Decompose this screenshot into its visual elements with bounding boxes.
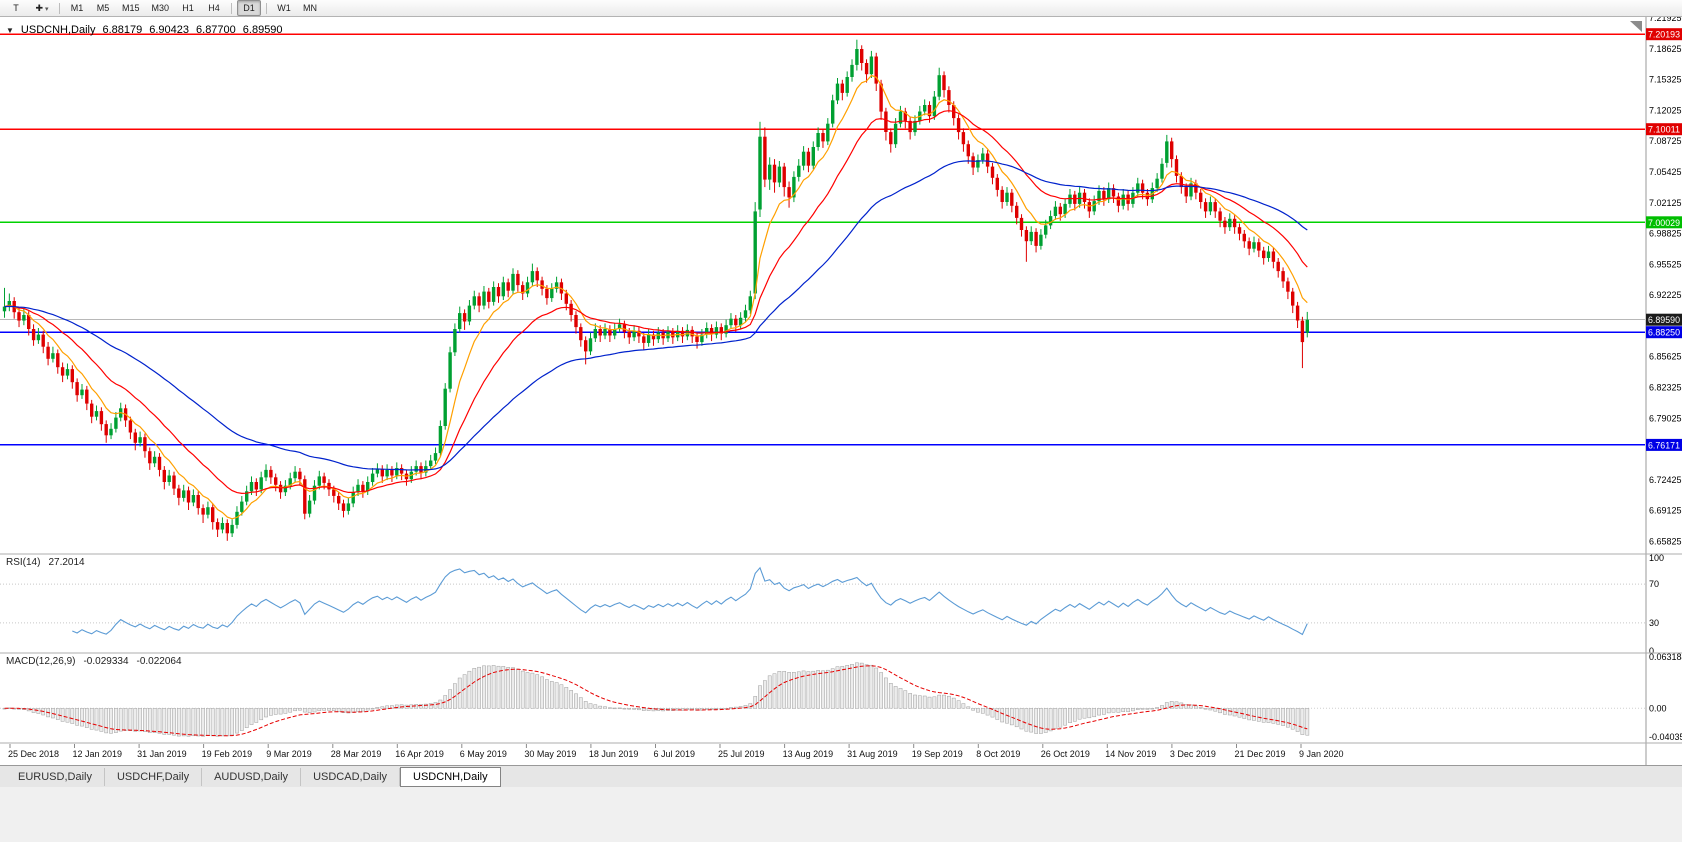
svg-text:6.88250: 6.88250 <box>1648 328 1680 338</box>
round-level-line-badge <box>1646 216 1682 229</box>
svg-text:6.89590: 6.89590 <box>1648 315 1680 325</box>
svg-text:18 Jun 2019: 18 Jun 2019 <box>589 749 639 759</box>
svg-text:9 Jan 2020: 9 Jan 2020 <box>1299 749 1344 759</box>
svg-text:7.10011: 7.10011 <box>1648 125 1680 135</box>
svg-text:13 Aug 2019: 13 Aug 2019 <box>783 749 834 759</box>
svg-text:6.65825: 6.65825 <box>1649 537 1682 547</box>
svg-text:25 Dec 2018: 25 Dec 2018 <box>8 749 59 759</box>
svg-text:7.21925: 7.21925 <box>1649 17 1682 23</box>
svg-text:16 Apr 2019: 16 Apr 2019 <box>395 749 444 759</box>
svg-text:7.02125: 7.02125 <box>1649 198 1682 208</box>
svg-text:0.063184: 0.063184 <box>1649 652 1682 662</box>
chart-dropdown-icon[interactable]: ▼ <box>6 25 14 35</box>
resistance-line-2-badge <box>1646 123 1682 136</box>
cursor-tool-dropdown[interactable]: ✚ ▾ <box>30 0 54 16</box>
resistance-line-1-badge <box>1646 28 1682 41</box>
macd-signal-line <box>4 665 1308 737</box>
svg-text:26 Oct 2019: 26 Oct 2019 <box>1041 749 1090 759</box>
svg-text:8 Oct 2019: 8 Oct 2019 <box>976 749 1020 759</box>
svg-text:31 Aug 2019: 31 Aug 2019 <box>847 749 898 759</box>
svg-text:6.85625: 6.85625 <box>1649 352 1682 362</box>
svg-text:21 Dec 2019: 21 Dec 2019 <box>1235 749 1286 759</box>
svg-text:7.12025: 7.12025 <box>1649 105 1682 115</box>
timeframe-w1-button[interactable]: W1 <box>277 3 291 13</box>
pointer-tool-button[interactable]: T <box>13 3 19 13</box>
svg-text:28 Mar 2019: 28 Mar 2019 <box>331 749 382 759</box>
ma-slow-line <box>4 160 1308 471</box>
chart-shift-marker <box>1630 21 1642 32</box>
chart-canvas[interactable]: 100 70 30 00.063184 0.00 -0.040355 7.21925 7.18… <box>0 17 1682 765</box>
svg-text:25 Jul 2019: 25 Jul 2019 <box>718 749 765 759</box>
price-axis: 7.21925 7.18625 7.15325 7.12025 7.08725 7.054… <box>1630 17 1682 765</box>
chart-tab-bar: EURUSD,Daily USDCHF,Daily AUDUSD,Daily U… <box>0 765 1682 787</box>
timeframe-m15-button[interactable]: M15 <box>122 3 140 13</box>
current-price-line-badge <box>1646 313 1682 326</box>
timeframe-m30-button[interactable]: M30 <box>151 3 170 13</box>
svg-text:7.05425: 7.05425 <box>1649 167 1682 177</box>
timeframe-h1-button[interactable]: H1 <box>182 3 194 13</box>
svg-text:6.76171: 6.76171 <box>1648 440 1680 450</box>
svg-text:14 Nov 2019: 14 Nov 2019 <box>1105 749 1156 759</box>
tab-usdchf-daily[interactable]: USDCHF,Daily <box>105 767 203 786</box>
toolbar-separator <box>231 2 233 14</box>
svg-text:3 Dec 2019: 3 Dec 2019 <box>1170 749 1216 759</box>
rsi-panel: 100 70 30 0 <box>0 553 1664 656</box>
crosshair-icon: ✚ <box>35 3 44 13</box>
svg-text:6.92225: 6.92225 <box>1649 290 1682 300</box>
svg-text:6.95525: 6.95525 <box>1649 259 1682 269</box>
svg-text:0.00: 0.00 <box>1649 703 1667 713</box>
svg-text:6.69125: 6.69125 <box>1649 506 1682 516</box>
svg-text:6.98825: 6.98825 <box>1649 229 1682 239</box>
svg-text:7.18625: 7.18625 <box>1649 44 1682 54</box>
svg-text:6.82325: 6.82325 <box>1649 383 1682 393</box>
svg-text:19 Sep 2019: 19 Sep 2019 <box>912 749 963 759</box>
svg-text:6 May 2019: 6 May 2019 <box>460 749 507 759</box>
macd-panel: 0.063184 0.00 -0.040355 <box>0 652 1682 742</box>
svg-text:7.08725: 7.08725 <box>1649 136 1682 146</box>
svg-text:6.72425: 6.72425 <box>1649 475 1682 485</box>
horizontal-lines-layer[interactable] <box>0 33 1645 446</box>
svg-text:6 Jul 2019: 6 Jul 2019 <box>654 749 696 759</box>
svg-text:-0.040355: -0.040355 <box>1649 732 1682 742</box>
timeframe-m5-button[interactable]: M5 <box>96 3 110 13</box>
chevron-down-icon: ▾ <box>45 6 49 13</box>
support-line-1-badge <box>1646 326 1682 339</box>
timeframe-mn-button[interactable]: MN <box>303 3 318 13</box>
status-area <box>0 787 1682 842</box>
svg-text:6.79025: 6.79025 <box>1649 413 1682 423</box>
timeframe-m1-button[interactable]: M1 <box>70 3 84 13</box>
timeframe-h4-button[interactable]: H4 <box>208 3 220 13</box>
ma-fast-line <box>4 74 1308 520</box>
svg-text:19 Feb 2019: 19 Feb 2019 <box>202 749 253 759</box>
svg-text:70: 70 <box>1649 579 1659 589</box>
date-axis: 25 Dec 2018 12 Jan 2019 31 Jan 2019 19 Feb … <box>8 744 1344 759</box>
svg-text:12 Jan 2019: 12 Jan 2019 <box>73 749 123 759</box>
svg-text:100: 100 <box>1649 553 1664 563</box>
support-line-2-badge <box>1646 438 1682 451</box>
tab-audusd-daily[interactable]: AUDUSD,Daily <box>202 767 302 786</box>
svg-text:7.20193: 7.20193 <box>1648 30 1680 40</box>
toolbar-separator <box>266 2 268 14</box>
svg-text:9 Mar 2019: 9 Mar 2019 <box>266 749 312 759</box>
svg-text:7.15325: 7.15325 <box>1649 75 1682 85</box>
price-chart[interactable]: 100 70 30 00.063184 0.00 -0.040355 7.21925 7.18… <box>0 17 1682 765</box>
rsi-line <box>72 566 1308 636</box>
svg-text:30: 30 <box>1649 618 1659 628</box>
svg-text:0: 0 <box>1649 646 1654 656</box>
toolbar-separator <box>59 2 60 14</box>
top-toolbar: T ✚ ▾ M1 M5 M15 M30 H1 H4 D1 W1 MN <box>0 0 1682 17</box>
timeframe-d1-button[interactable]: D1 <box>237 0 262 16</box>
tab-eurusd-daily[interactable]: EURUSD,Daily <box>6 767 105 786</box>
tab-usdcnh-daily[interactable]: USDCNH,Daily <box>400 766 501 787</box>
svg-text:7.00029: 7.00029 <box>1648 218 1680 228</box>
ma-mid-line <box>4 110 1308 495</box>
svg-text:30 May 2019: 30 May 2019 <box>524 749 576 759</box>
candles-layer <box>2 39 1309 541</box>
svg-text:31 Jan 2019: 31 Jan 2019 <box>137 749 187 759</box>
ma-lines-layer <box>4 74 1308 520</box>
tab-usdcad-daily[interactable]: USDCAD,Daily <box>301 767 401 786</box>
